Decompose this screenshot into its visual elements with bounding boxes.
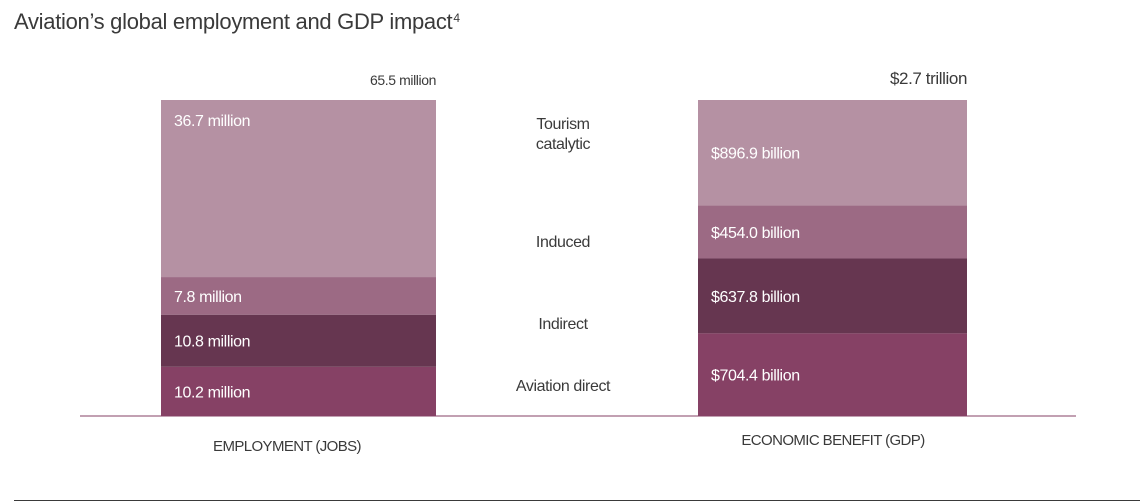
bar-segment-economic-benefit-gdp-indirect <box>698 258 967 334</box>
bar-segment-employment-jobs-induced <box>161 277 436 315</box>
legend-label: Induced <box>536 234 590 251</box>
data-label: 10.2 million <box>174 384 250 401</box>
bar-segment-employment-jobs-indirect <box>161 314 436 367</box>
labels-layer: 10.2 million 10.8 million 7.8 million 36.7 … <box>174 69 967 455</box>
bar-segment-employment-jobs-tourism-catalytic <box>161 100 436 278</box>
bottom-rule <box>14 500 1140 501</box>
category-label: EMPLOYMENT (JOBS) <box>213 438 361 455</box>
footnote-marker: 4 <box>453 11 460 25</box>
legend-label: Aviation direct <box>516 378 611 395</box>
bar-segment-employment-jobs-aviation-direct <box>161 366 436 416</box>
legend-label: Tourism catalytic <box>536 116 591 153</box>
bars-layer <box>161 100 967 416</box>
chart-title-text: Aviation’s global employment and GDP imp… <box>14 9 453 34</box>
bar-segment-economic-benefit-gdp-tourism-catalytic <box>698 100 967 206</box>
bar-segment-economic-benefit-gdp-aviation-direct <box>698 333 967 416</box>
total-label: $2.7 trillion <box>890 69 967 88</box>
chart-title: Aviation’s global employment and GDP imp… <box>14 9 460 35</box>
data-label: 10.8 million <box>174 334 250 351</box>
legend-label: Indirect <box>538 316 588 333</box>
bar-segment-economic-benefit-gdp-induced <box>698 205 967 259</box>
data-label: $704.4 billion <box>711 368 800 385</box>
data-label: 36.7 million <box>174 113 250 130</box>
data-label: 7.8 million <box>174 289 242 306</box>
category-label: ECONOMIC BENEFIT (GDP) <box>741 432 925 449</box>
data-label: $454.0 billion <box>711 225 800 242</box>
data-label: $896.9 billion <box>711 146 800 163</box>
total-label: 65.5 million <box>370 72 436 88</box>
data-label: $637.8 billion <box>711 289 800 306</box>
